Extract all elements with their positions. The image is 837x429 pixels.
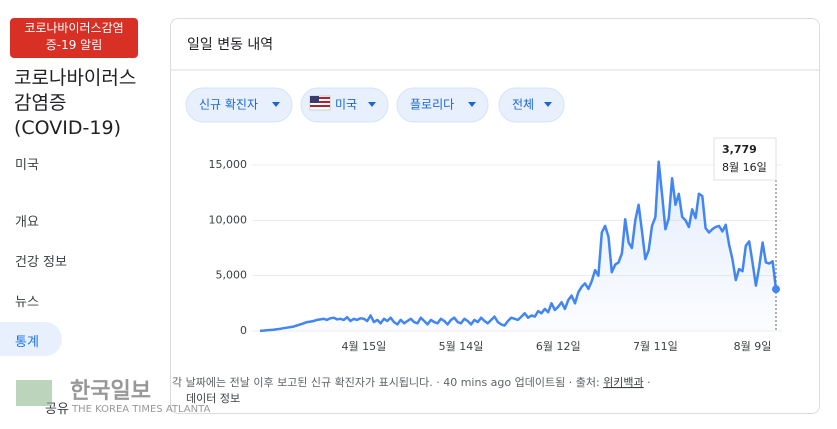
nav-item[interactable]: 뉴스 xyxy=(15,295,39,310)
region: 미국 xyxy=(15,158,39,173)
area xyxy=(260,161,776,331)
chip[interactable] xyxy=(185,87,293,123)
flag-canton xyxy=(310,96,319,103)
footnote-text: 각 날짜에는 전날 이후 보고된 신규 확진자가 표시됩니다. · 40 min… xyxy=(172,376,603,389)
alert[interactable]: 코로나바이러스감염증-19 알림 xyxy=(10,18,138,58)
chip[interactable] xyxy=(396,87,489,123)
plot: 0 5,000 10,000 15,000 4월 15일 5월 14일 6월 12일 7월 1… xyxy=(209,137,782,353)
chip-label[interactable]: 신규 확진자 xyxy=(199,98,258,112)
chips: 신규 확진자 미국 플로리다 전체 xyxy=(185,87,565,123)
nav-item[interactable]: 통계 xyxy=(15,335,39,350)
footnote: 각 날짜에는 전날 이후 보고된 신규 확진자가 표시됩니다. · 40 min… xyxy=(172,376,651,389)
chip-arrow xyxy=(272,102,280,107)
x-tick-label: 4월 15일 xyxy=(342,339,387,353)
chip-label[interactable]: 전체 xyxy=(512,98,534,112)
nav-item[interactable]: 건강 정보 xyxy=(15,255,67,270)
alert-text[interactable]: 코로나바이러스감염증-19 알림 xyxy=(24,21,124,52)
line xyxy=(259,160,778,333)
nav-item[interactable]: 개요 xyxy=(15,215,39,230)
y-tick-label: 5,000 xyxy=(216,269,248,282)
source-link[interactable]: 위키백과 xyxy=(603,376,643,389)
hover-point xyxy=(772,285,780,294)
chip-label[interactable]: 미국 xyxy=(335,98,357,112)
tooltip-date: 8월 16일 xyxy=(722,160,767,174)
x-tick-label: 8월 9일 xyxy=(734,339,772,353)
panel xyxy=(170,18,820,414)
tooltip-value: 3,779 xyxy=(722,143,757,156)
watermark-sub: THE KOREA TIMES ATLANTA xyxy=(71,404,210,415)
watermark-logo xyxy=(16,380,52,406)
chip-arrow xyxy=(468,102,476,107)
x-tick-label: 6월 12일 xyxy=(536,339,581,353)
separator: · xyxy=(644,376,651,389)
tooltip xyxy=(713,137,777,181)
data-info[interactable]: 데이터 정보 xyxy=(186,392,240,405)
topic-title: 코로나바이러스 감염증 (COVID-19) xyxy=(14,67,137,139)
chip[interactable] xyxy=(498,87,565,123)
nav-selected-bg xyxy=(0,322,62,356)
y-tick-label: 15,000 xyxy=(209,158,248,171)
x-tick-label: 5월 14일 xyxy=(439,339,484,353)
chip-label[interactable]: 플로리다 xyxy=(410,98,454,112)
y-tick-label: 10,000 xyxy=(209,213,248,226)
chip-arrow xyxy=(368,102,376,107)
x-tick-label: 7월 11일 xyxy=(633,339,678,353)
panel-heading: 일일 변동 내역 xyxy=(187,37,273,53)
watermark: 한국일보 xyxy=(70,379,151,404)
y-tick-label: 0 xyxy=(240,324,247,337)
chip-arrow xyxy=(544,102,552,107)
